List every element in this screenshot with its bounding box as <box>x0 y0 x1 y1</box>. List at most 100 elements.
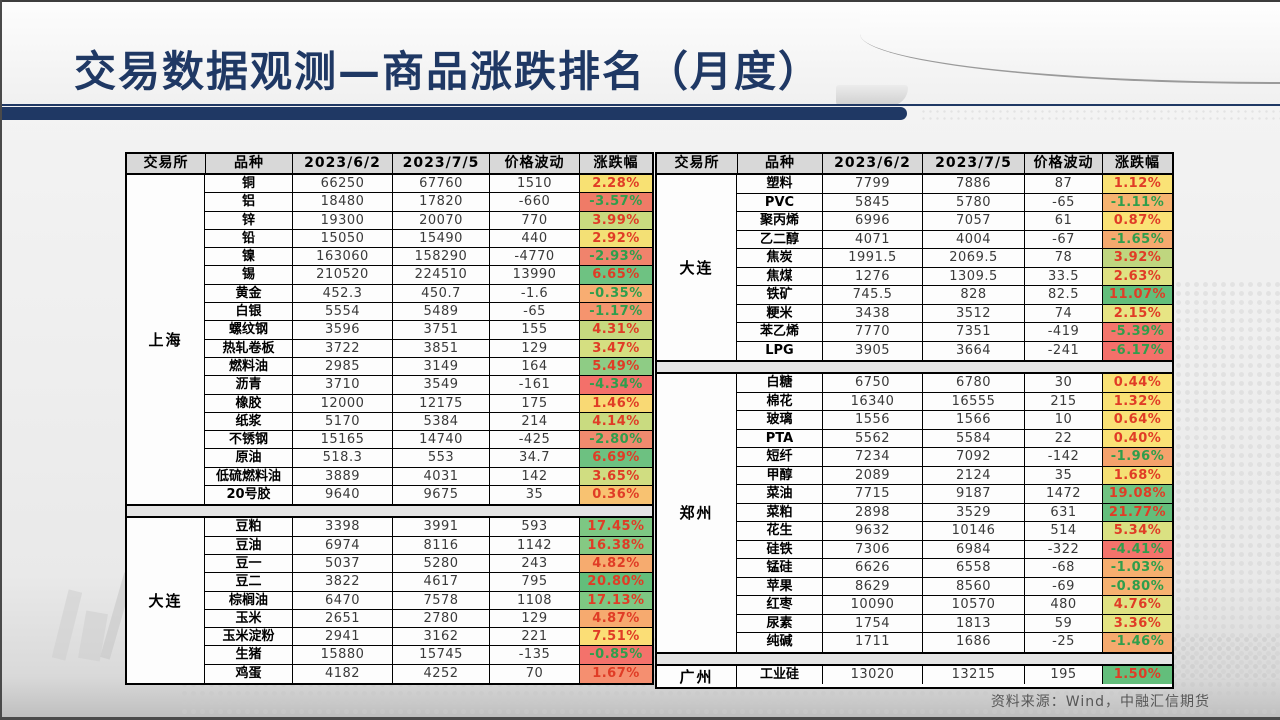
table-row: 黄金 452.3 450.7 -1.6 -0.35% <box>205 284 652 304</box>
price-start-cell: 210520 <box>292 266 392 284</box>
price-start-cell: 1276 <box>822 267 922 285</box>
column-header: 交易所 <box>143 155 189 171</box>
variety-cell: 焦煤 <box>766 268 793 284</box>
pct-cell: 4.31% <box>579 321 652 339</box>
price-start-cell: 4071 <box>822 230 922 248</box>
delta-cell: -425 <box>489 431 579 449</box>
price-start-cell: 66250 <box>292 175 392 193</box>
price-end-cell: 2780 <box>392 609 489 628</box>
price-end-cell: 15490 <box>392 229 489 248</box>
variety-cell: 豆一 <box>235 555 262 571</box>
price-start-cell: 2089 <box>822 466 922 484</box>
price-end-cell: 67760 <box>392 175 489 193</box>
price-end-cell: 3529 <box>922 503 1024 521</box>
delta-cell: -69 <box>1024 577 1102 595</box>
price-start-cell: 5170 <box>292 412 392 431</box>
table-row: 粳米 3438 3512 74 2.15% <box>737 304 1172 323</box>
pct-cell: -2.80% <box>579 431 652 449</box>
price-end-cell: 1309.5 <box>922 267 1024 285</box>
delta-cell: 35 <box>1024 466 1102 484</box>
variety-cell: 橡胶 <box>235 395 262 411</box>
price-end-cell: 7351 <box>922 323 1024 341</box>
price-start-cell: 3905 <box>822 341 922 360</box>
curl-decoration <box>836 85 908 106</box>
pct-cell: 5.34% <box>1102 522 1172 540</box>
table-row: 纯碱 1711 1686 -25 -1.46% <box>737 633 1172 652</box>
pct-cell: -1.11% <box>1102 193 1172 211</box>
delta-cell: 33.5 <box>1024 267 1102 285</box>
price-end-cell: 3751 <box>392 321 489 339</box>
price-start-cell: 18480 <box>292 193 392 211</box>
table-row: 低硫燃料油 3889 4031 142 3.65% <box>205 467 652 487</box>
variety-cell: 白糖 <box>766 375 793 390</box>
price-end-cell: 4031 <box>392 467 489 486</box>
pct-cell: 3.36% <box>1102 614 1172 632</box>
variety-cell: 粳米 <box>766 305 793 321</box>
commodity-table-right: 交易所 品种 2023/6/2 2023/7/5 价格波动 涨跌幅 大连 塑料 7799 7886… <box>655 152 1174 689</box>
variety-cell: 纸浆 <box>235 413 262 429</box>
price-start-cell: 7306 <box>822 540 922 558</box>
pct-cell: 0.36% <box>579 486 652 505</box>
price-start-cell: 7799 <box>822 175 922 193</box>
table-row: 乙二醇 4071 4004 -67 -1.65% <box>737 230 1172 249</box>
price-start-cell: 3596 <box>292 321 392 339</box>
price-end-cell: 15745 <box>392 646 489 664</box>
price-end-cell: 553 <box>392 449 489 467</box>
pct-cell: -0.80% <box>1102 577 1172 595</box>
table-row: 锡 210520 224510 13990 6.65% <box>205 266 652 285</box>
delta-cell: -322 <box>1024 540 1102 558</box>
variety-cell: 菜油 <box>766 486 793 501</box>
delta-cell: 142 <box>489 467 579 486</box>
exchange-cell: 郑州 <box>657 374 737 652</box>
price-start-cell: 2941 <box>292 628 392 646</box>
pct-cell: 2.63% <box>1102 267 1172 285</box>
variety-cell: PVC <box>764 194 795 210</box>
page-title: 交易数据观测—商品涨跌排名（月度） <box>74 47 823 96</box>
table-row: 燃料油 2985 3149 164 5.49% <box>205 357 652 377</box>
pct-cell: -1.03% <box>1102 559 1172 577</box>
frame-edge <box>0 0 2 720</box>
pct-cell: 0.64% <box>1102 411 1172 429</box>
price-end-cell: 10570 <box>922 596 1024 614</box>
pct-cell: 21.77% <box>1102 503 1172 521</box>
table-row: 玻璃 1556 1566 10 0.64% <box>737 411 1172 430</box>
exchange-section: 郑州 白糖 6750 6780 30 0.44% 棉花 16340 16555 215 1.32% 玻… <box>657 374 1172 652</box>
pct-cell: 1.68% <box>1102 466 1172 484</box>
price-end-cell: 10146 <box>922 522 1024 540</box>
delta-cell: -65 <box>1024 193 1102 211</box>
variety-cell: 20号胶 <box>226 487 271 503</box>
price-start-cell: 745.5 <box>822 286 922 304</box>
pct-cell: 3.99% <box>579 211 652 229</box>
price-start-cell: 12000 <box>292 394 392 412</box>
pct-cell: -6.17% <box>1102 341 1172 360</box>
variety-cell: 锡 <box>241 267 255 283</box>
delta-cell: 221 <box>489 628 579 646</box>
delta-cell: -67 <box>1024 230 1102 248</box>
price-start-cell: 7715 <box>822 485 922 503</box>
title-underline <box>0 104 1280 106</box>
column-header: 2023/6/2 <box>822 154 922 173</box>
delta-cell: 195 <box>1024 665 1102 684</box>
table-row: 豆一 5037 5280 243 4.82% <box>205 554 652 574</box>
variety-cell: LPG <box>765 342 794 358</box>
delta-cell: -1.6 <box>489 284 579 303</box>
column-header: 价格波动 <box>1024 154 1102 173</box>
variety-cell: 花生 <box>766 523 793 538</box>
delta-cell: 440 <box>489 229 579 248</box>
pct-cell: 6.65% <box>579 266 652 284</box>
pct-cell: 0.44% <box>1102 374 1172 392</box>
pct-cell: -2.93% <box>579 248 652 266</box>
variety-cell: 玉米淀粉 <box>222 629 275 645</box>
exchange-cell: 大连 <box>127 518 205 684</box>
pct-cell: 0.40% <box>1102 429 1172 447</box>
price-end-cell: 4004 <box>922 230 1024 248</box>
pct-cell: 0.87% <box>1102 212 1172 230</box>
variety-cell: 锌 <box>241 212 255 228</box>
variety-cell: 燃料油 <box>228 358 268 374</box>
commodity-table-left: 交易所 品种 2023/6/2 2023/7/5 价格波动 涨跌幅 上海 铜 66250 6776… <box>125 152 654 686</box>
delta-cell: 61 <box>1024 212 1102 230</box>
delta-cell: 1108 <box>489 591 579 609</box>
exchange-section: 大连 塑料 7799 7886 87 1.12% PVC 5845 5780 -65 -1.11% 聚… <box>657 175 1172 360</box>
price-start-cell: 13020 <box>822 665 922 684</box>
price-end-cell: 7092 <box>922 448 1024 466</box>
